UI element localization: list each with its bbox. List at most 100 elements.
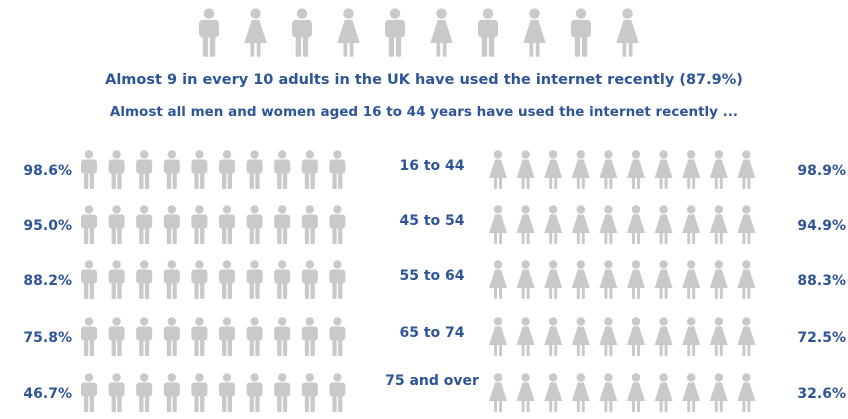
icon-empty	[136, 373, 153, 412]
icon-empty	[246, 260, 263, 299]
icon-empty	[544, 205, 563, 244]
value-label: 32.6%	[797, 386, 846, 402]
category-label: 75 and over	[385, 373, 479, 389]
icon-empty	[292, 8, 312, 57]
icon-empty	[329, 373, 346, 412]
icon-empty	[489, 317, 507, 356]
icon-empty	[709, 205, 728, 244]
icon-empty	[301, 317, 318, 356]
icon-empty	[627, 260, 645, 299]
icon-empty	[219, 150, 235, 189]
icon-empty	[616, 8, 639, 57]
icon-empty	[301, 373, 318, 412]
icon-empty	[709, 373, 728, 412]
icon-empty	[136, 150, 153, 189]
icon-empty	[191, 260, 208, 299]
icon-empty	[199, 8, 219, 57]
icon-empty	[523, 8, 546, 57]
icon-empty	[571, 8, 591, 57]
icon-empty	[627, 373, 645, 412]
icon-empty	[599, 205, 618, 244]
icon-empty	[274, 205, 291, 244]
icon-empty	[108, 205, 125, 244]
icon-row	[489, 150, 756, 189]
value-label: 46.7%	[23, 386, 72, 402]
icon-empty	[219, 317, 235, 356]
icon-empty	[136, 260, 153, 299]
icon-empty	[709, 317, 728, 356]
icon-empty	[246, 373, 263, 412]
icon-empty	[430, 8, 453, 57]
icon-empty	[489, 373, 507, 412]
icon-empty	[191, 150, 208, 189]
icon-empty	[709, 260, 728, 299]
icon-empty	[301, 260, 318, 299]
icon-empty	[163, 317, 180, 356]
icon-empty	[246, 205, 263, 244]
icon-row	[489, 205, 756, 244]
icon-empty	[108, 373, 125, 412]
icon-row	[81, 150, 346, 189]
icon-empty	[489, 205, 507, 244]
subtitle: Almost all men and women aged 16 to 44 y…	[109, 104, 739, 120]
icon-empty	[246, 150, 263, 189]
icon-empty	[81, 260, 97, 299]
category-label: 55 to 64	[399, 268, 465, 284]
icon-empty	[191, 205, 208, 244]
icon-row	[81, 317, 346, 356]
icon-empty	[274, 150, 291, 189]
icon-empty	[136, 205, 153, 244]
icon-row	[81, 373, 346, 412]
icon-empty	[337, 8, 360, 57]
icon-row	[489, 373, 756, 412]
icon-empty	[329, 205, 346, 244]
icon-empty	[571, 150, 590, 189]
icon-empty	[654, 317, 673, 356]
icon-empty	[136, 317, 153, 356]
icon-empty	[274, 260, 291, 299]
title: Almost 9 in every 10 adults in the UK ha…	[105, 72, 743, 88]
icon-row	[489, 260, 756, 299]
icon-empty	[682, 150, 701, 189]
icon-empty	[81, 373, 97, 412]
icon-empty	[571, 317, 590, 356]
icon-empty	[163, 373, 180, 412]
icon-empty	[682, 260, 701, 299]
icon-empty	[81, 150, 97, 189]
icon-empty	[737, 317, 756, 356]
icon-empty	[627, 317, 645, 356]
icon-empty	[737, 150, 756, 189]
icon-empty	[654, 373, 673, 412]
icon-empty	[219, 373, 235, 412]
icon-empty	[599, 150, 618, 189]
icon-row	[199, 8, 639, 57]
icon-empty	[244, 8, 267, 57]
icon-empty	[219, 260, 235, 299]
icon-empty	[163, 205, 180, 244]
icon-empty	[516, 205, 535, 244]
category-label: 16 to 44	[399, 158, 465, 174]
icon-row	[81, 260, 346, 299]
icon-empty	[544, 260, 563, 299]
icon-empty	[737, 373, 756, 412]
icon-empty	[599, 260, 618, 299]
value-label: 94.9%	[797, 218, 846, 234]
icon-empty	[682, 317, 701, 356]
icon-empty	[709, 150, 728, 189]
icon-empty	[385, 8, 405, 57]
icon-empty	[163, 150, 180, 189]
icon-empty	[599, 317, 618, 356]
icon-empty	[163, 260, 180, 299]
icon-empty	[489, 150, 507, 189]
icon-empty	[654, 205, 673, 244]
icon-empty	[544, 317, 563, 356]
icon-empty	[627, 205, 645, 244]
icon-empty	[81, 317, 97, 356]
icon-empty	[489, 260, 507, 299]
icon-empty	[246, 317, 263, 356]
icon-empty	[478, 8, 498, 57]
icon-empty	[682, 373, 701, 412]
icon-empty	[81, 205, 97, 244]
